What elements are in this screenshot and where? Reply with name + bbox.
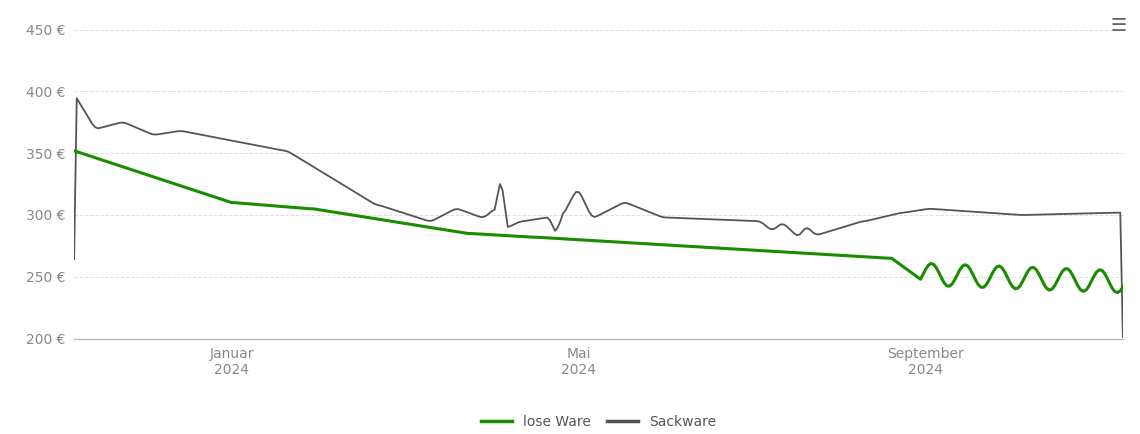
Text: ☰: ☰ [1110,17,1126,35]
Legend: lose Ware, Sackware: lose Ware, Sackware [475,409,722,434]
